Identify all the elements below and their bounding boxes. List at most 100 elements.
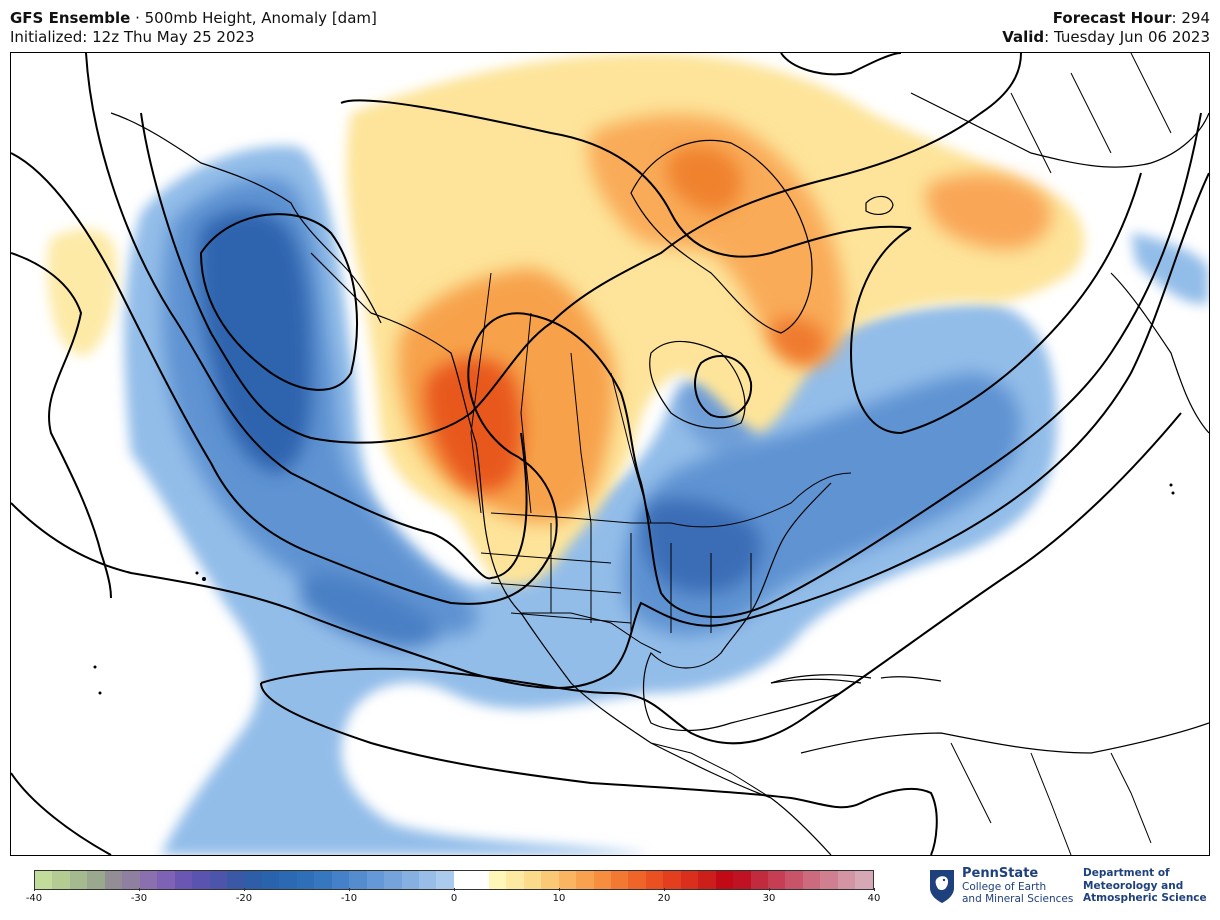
colorbar-segment bbox=[698, 871, 716, 889]
colorbar-ticks: -40 -30 -20 -10 0 10 20 30 40 bbox=[26, 888, 880, 912]
department-line-1: Department of bbox=[1083, 867, 1170, 879]
colorbar-segment bbox=[296, 871, 315, 889]
colorbar-segment bbox=[506, 871, 524, 889]
deep-core-off-baja bbox=[301, 572, 440, 648]
island-bermuda bbox=[1171, 491, 1175, 495]
contour-pacific-low-inner bbox=[199, 213, 358, 391]
colorbar-segment bbox=[837, 871, 856, 889]
island-hawaii-2 bbox=[195, 571, 199, 575]
contour-mid-3 bbox=[11, 252, 112, 599]
department-name: Department of Meteorology and Atmospheri… bbox=[1083, 867, 1207, 905]
nittany-lion-shield-icon bbox=[930, 870, 954, 903]
coast-north-america-east bbox=[642, 482, 842, 732]
colorbar-segment bbox=[523, 871, 542, 889]
colorbar-segment bbox=[35, 871, 53, 889]
colorbar-segment bbox=[576, 871, 594, 889]
contour-pacific-low-outer bbox=[140, 53, 1022, 444]
colorbar-segment bbox=[453, 871, 472, 889]
colorbar-segment bbox=[750, 871, 769, 889]
logo-college-line-1: College of Earth bbox=[962, 881, 1047, 893]
colorbar-tick-label: -30 bbox=[130, 893, 148, 904]
contour-mid-1 bbox=[85, 53, 528, 580]
negative-anomaly-deep-core bbox=[197, 209, 762, 648]
colorbar-segment bbox=[436, 871, 454, 889]
forecast-hour: Forecast Hour: 294 bbox=[1053, 9, 1210, 27]
political-borders bbox=[470, 53, 1172, 855]
colorbar-segment bbox=[104, 871, 123, 889]
coast-north-america-west bbox=[310, 252, 832, 855]
positive-core-greenland bbox=[588, 114, 845, 362]
contour-southern-2 bbox=[260, 682, 938, 855]
colorbar-segment bbox=[418, 871, 437, 889]
colorbar-segment bbox=[733, 871, 751, 889]
deep-core-pacific bbox=[197, 209, 311, 473]
colorbar-segment bbox=[244, 871, 262, 889]
positive-anomaly-west-pacific bbox=[47, 228, 118, 356]
border-south-america bbox=[950, 742, 1152, 855]
colorbar-segment bbox=[401, 871, 419, 889]
title-separator: · bbox=[130, 9, 145, 27]
colorbar-segment bbox=[802, 871, 821, 889]
border-canada-us bbox=[490, 472, 852, 528]
colorbar-tick-label: 20 bbox=[657, 893, 671, 904]
valid-label: Valid bbox=[1002, 28, 1045, 46]
colorbar-tick-label: 40 bbox=[867, 893, 881, 904]
colorbar-segment bbox=[209, 871, 227, 889]
colorbar-segment bbox=[261, 871, 280, 889]
coast-alaska bbox=[110, 112, 382, 324]
coast-greenland bbox=[630, 139, 813, 334]
border-provinces bbox=[470, 272, 652, 524]
colorbar-segment bbox=[366, 871, 385, 889]
island-azores bbox=[1169, 483, 1173, 487]
anomaly-colorbar bbox=[34, 870, 874, 890]
colorbar-segment bbox=[69, 871, 88, 889]
colorbar-segment bbox=[558, 871, 577, 889]
department-line-2: Meteorology and bbox=[1083, 879, 1184, 892]
deep-core-pnw bbox=[424, 358, 523, 492]
colorbar-segment bbox=[139, 871, 158, 889]
border-central-america bbox=[650, 742, 772, 799]
colorbar-tick-label: 10 bbox=[552, 893, 566, 904]
colorbar-segment bbox=[314, 871, 332, 889]
height-contours bbox=[11, 53, 1209, 855]
contour-top-right bbox=[780, 53, 902, 76]
border-states bbox=[480, 523, 752, 633]
logo-text: PennState College of Earth and Mineral S… bbox=[962, 866, 1074, 906]
positive-core-scandinavia bbox=[925, 173, 1052, 250]
colorbar-segment bbox=[610, 871, 629, 889]
department-line-3: Atmospheric Science bbox=[1083, 892, 1207, 904]
forecast-hour-label: Forecast Hour bbox=[1052, 9, 1172, 27]
border-us-mexico bbox=[521, 612, 662, 654]
colorbar-tick-label: -10 bbox=[340, 893, 358, 904]
deep-core-greenland-high bbox=[666, 145, 742, 213]
logo-college-line-2: and Mineral Sciences bbox=[962, 893, 1074, 905]
colorbar-segment bbox=[471, 871, 489, 889]
model-name: GFS Ensemble bbox=[10, 9, 131, 27]
valid-time: Valid: Tuesday Jun 06 2023 bbox=[1002, 28, 1210, 46]
coast-europe bbox=[910, 92, 1209, 168]
islands bbox=[93, 483, 1175, 695]
colorbar-segment bbox=[785, 871, 803, 889]
colorbar-segment bbox=[628, 871, 646, 889]
negative-anomaly-shading bbox=[124, 145, 1209, 855]
colorbar-segment bbox=[349, 871, 367, 889]
colorbar-segment bbox=[331, 871, 350, 889]
colorbar-tick-label: 0 bbox=[450, 893, 458, 904]
contour-mid-2 bbox=[11, 112, 1202, 618]
coastlines bbox=[110, 92, 1209, 855]
colorbar-segment bbox=[663, 871, 681, 889]
coast-south-america bbox=[800, 722, 1209, 754]
map-panel bbox=[10, 52, 1210, 856]
logo-name: PennState bbox=[962, 866, 1039, 881]
anomaly-map bbox=[11, 53, 1209, 855]
negative-anomaly-atlantic-lobe bbox=[1131, 233, 1209, 304]
colorbar-segment bbox=[279, 871, 297, 889]
colorbar-segment bbox=[52, 871, 70, 889]
colorbar-tick-label: 30 bbox=[762, 893, 776, 904]
map-title: GFS Ensemble · 500mb Height, Anomaly [da… bbox=[10, 9, 377, 27]
island-hawaii bbox=[202, 577, 206, 581]
colorbar-segment bbox=[174, 871, 193, 889]
colorbar-tick-label: -20 bbox=[235, 893, 253, 904]
coast-cuba bbox=[770, 674, 872, 684]
product-name: 500mb Height, Anomaly [dam] bbox=[144, 9, 377, 27]
